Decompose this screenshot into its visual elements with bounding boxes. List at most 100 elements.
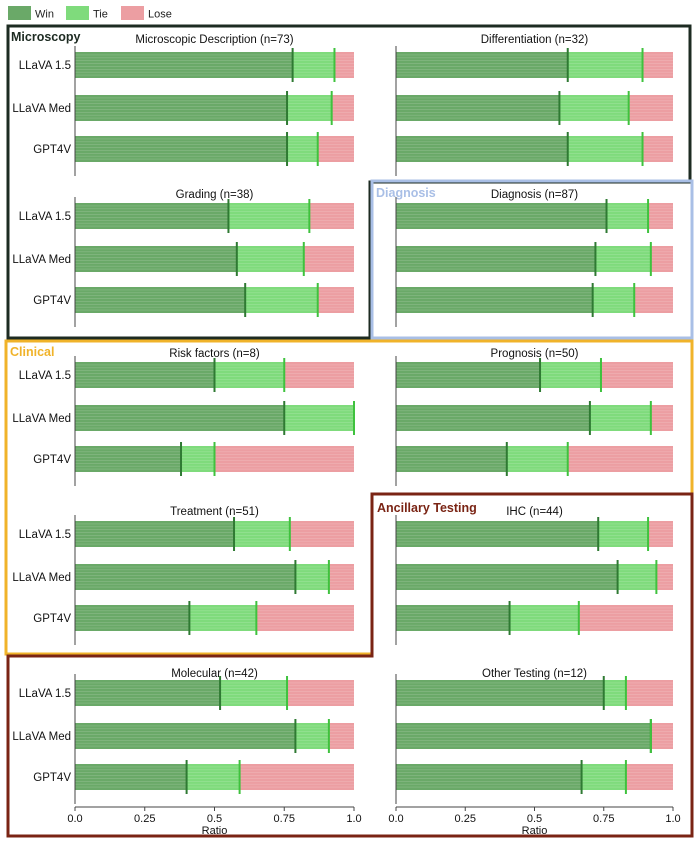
group-frame-diagnosis — [370, 179, 694, 340]
bar-llava-med — [75, 242, 354, 276]
tie-segment — [598, 521, 649, 547]
group-frame-microscopy — [6, 24, 692, 340]
tie-segment — [220, 680, 288, 706]
x-tick-label: 0.75 — [274, 813, 295, 825]
tie-segment — [292, 52, 335, 78]
panel-title: Grading (n=38) — [176, 189, 254, 201]
group-label-ancillary: Ancillary Testing — [377, 501, 477, 515]
win-segment — [75, 362, 215, 388]
x-tick-label: 0.25 — [455, 813, 476, 825]
legend-entry-win: Win — [8, 6, 54, 21]
win-segment — [75, 246, 237, 272]
legend-entry-tie: Tie — [66, 6, 108, 21]
tie-segment — [567, 52, 643, 78]
panel-3: Diagnosis (n=87) — [396, 189, 673, 317]
panel-9: Other Testing (n=12) — [396, 668, 673, 794]
bar-llava-med — [75, 560, 354, 594]
tie-segment — [592, 287, 635, 313]
win-segment — [75, 95, 288, 121]
tie-segment — [603, 680, 626, 706]
win-segment — [75, 605, 190, 631]
tie-segment — [295, 564, 329, 590]
tie-segment — [506, 446, 568, 472]
tie-segment — [189, 605, 257, 631]
bar-llava-1-5 — [75, 676, 354, 710]
model-label: LLaVA 1.5 — [19, 211, 71, 223]
model-label: LLaVA Med — [12, 103, 71, 115]
x-tick-label: 0.0 — [388, 813, 403, 825]
tie-segment — [589, 405, 651, 431]
bar-llava-med — [396, 560, 673, 594]
bar-llava-med — [75, 401, 355, 435]
win-segment — [75, 203, 229, 229]
group-frame-ancillary — [6, 492, 694, 838]
group-label-diagnosis: Diagnosis — [376, 186, 436, 200]
bar-llava-med — [396, 719, 673, 753]
legend-swatch-lose — [121, 6, 144, 20]
tie-segment — [186, 764, 240, 790]
bar-llava-1-5 — [396, 676, 673, 710]
tie-segment — [295, 723, 329, 749]
panel-title: Other Testing (n=12) — [482, 668, 587, 680]
x-axis-0: 0.0 0.25 0.5 0.75 1.0 Ratio — [67, 806, 362, 837]
tie-segment — [567, 136, 643, 162]
tie-segment — [284, 405, 354, 431]
win-segment — [396, 287, 593, 313]
model-label: LLaVA 1.5 — [19, 529, 71, 541]
x-axis-title: Ratio — [202, 825, 228, 837]
bar-llava-1-5 — [396, 48, 673, 82]
bar-llava-1-5 — [75, 358, 354, 392]
x-tick-label: 1.0 — [665, 813, 680, 825]
bar-llava-1-5 — [396, 358, 673, 392]
legend-label-lose: Lose — [148, 9, 172, 21]
model-label: GPT4V — [33, 613, 71, 625]
bar-llava-1-5 — [75, 199, 354, 233]
panel-title: Differentiation (n=32) — [481, 34, 589, 46]
model-label: GPT4V — [33, 454, 71, 466]
tie-segment — [234, 521, 290, 547]
model-label: LLaVA 1.5 — [19, 688, 71, 700]
win-segment — [75, 446, 182, 472]
panel-title: Risk factors (n=8) — [169, 348, 260, 360]
tie-segment — [509, 605, 579, 631]
x-tick-label: 0.25 — [134, 813, 155, 825]
legend-swatch-win — [8, 6, 31, 20]
panel-2: Grading (n=38) LLaVA 1.5 LLaVA Med GPT4V — [12, 189, 354, 317]
bar-gpt4v — [396, 132, 673, 166]
tie-segment — [559, 95, 629, 121]
panel-5: Prognosis (n=50) — [396, 348, 673, 476]
x-tick-label: 0.0 — [67, 813, 82, 825]
x-axis-1: 0.0 0.25 0.5 0.75 1.0 Ratio — [388, 806, 681, 837]
bar-gpt4v — [396, 760, 673, 794]
panel-0: Microscopic Description (n=73) LLaVA 1.5 L… — [12, 34, 354, 166]
bar-llava-1-5 — [396, 517, 673, 551]
panel-1: Differentiation (n=32) — [396, 34, 673, 166]
model-label: LLaVA 1.5 — [19, 370, 71, 382]
legend-entry-lose: Lose — [121, 6, 172, 21]
panel-title: Treatment (n=51) — [170, 506, 259, 518]
legend-label-tie: Tie — [93, 9, 108, 21]
win-segment — [75, 680, 221, 706]
win-segment — [396, 521, 599, 547]
win-segment — [75, 723, 296, 749]
panel-title: Prognosis (n=50) — [491, 348, 579, 360]
win-segment — [396, 246, 596, 272]
model-label: LLaVA Med — [12, 254, 71, 266]
legend-label-win: Win — [35, 9, 54, 21]
bar-llava-med — [75, 719, 354, 753]
panel-title: Microscopic Description (n=73) — [135, 34, 293, 46]
bar-llava-1-5 — [396, 199, 673, 233]
x-tick-label: 0.75 — [593, 813, 614, 825]
legend-swatch-tie — [66, 6, 89, 20]
bar-gpt4v — [75, 132, 354, 166]
bar-llava-1-5 — [75, 517, 354, 551]
bar-gpt4v — [75, 760, 354, 794]
win-segment — [75, 564, 296, 590]
bar-llava-med — [75, 91, 354, 125]
tie-segment — [595, 246, 651, 272]
model-label: LLaVA 1.5 — [19, 60, 71, 72]
win-segment — [75, 405, 285, 431]
bar-llava-med — [396, 242, 673, 276]
win-segment — [396, 446, 507, 472]
